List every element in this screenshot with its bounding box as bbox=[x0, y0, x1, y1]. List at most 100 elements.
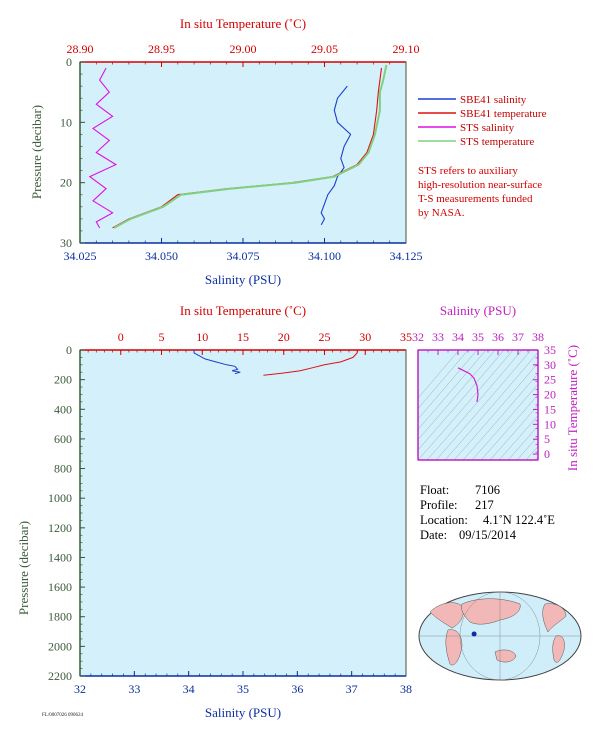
bottom-chart: In situ Temperature (˚C) Salinity (PSU) … bbox=[16, 303, 412, 720]
float-label: Float: bbox=[420, 483, 449, 497]
top-temp-axis-label: In situ Temperature (˚C) bbox=[180, 16, 306, 31]
bottom-plot-area bbox=[79, 349, 407, 677]
ts-contour-line bbox=[498, 415, 538, 460]
bottom-temp-tick-label: 10 bbox=[196, 330, 208, 344]
ts-contour-line bbox=[480, 394, 538, 460]
bottom-sal-tick-label: 32 bbox=[74, 682, 86, 696]
legend-sts-temperature: STS temperature bbox=[460, 136, 534, 148]
land-south-america bbox=[552, 635, 565, 663]
ts-series-line bbox=[457, 367, 479, 403]
note-line-1: STS refers to auxiliary bbox=[418, 165, 518, 177]
bottom-temp-tick-label: 5 bbox=[159, 330, 165, 344]
top-temp-tick-label: 29.10 bbox=[393, 42, 420, 56]
top-pressure-tick-label: 0 bbox=[66, 55, 72, 69]
location-label: Location: bbox=[420, 513, 468, 527]
ts-contour-line bbox=[525, 446, 538, 460]
top-sal-tick-label: 34.050 bbox=[145, 249, 178, 263]
bottom-series-salinity bbox=[193, 350, 241, 375]
bottom-pressure-tick-label: 1400 bbox=[48, 550, 72, 564]
bottom-pressure-tick-label: 2200 bbox=[48, 669, 72, 683]
ts-temp-tick-label: 10 bbox=[544, 417, 556, 431]
top-pressure-tick-label: 20 bbox=[60, 176, 72, 190]
top-series-sts-salinity bbox=[88, 67, 118, 229]
note-line-3: T-S measurements funded bbox=[418, 193, 533, 205]
bottom-series bbox=[193, 349, 359, 376]
ts-contour-line bbox=[462, 373, 538, 460]
ts-temp-tick-label: 35 bbox=[544, 343, 556, 357]
ts-sal-tick-label: 38 bbox=[532, 330, 544, 344]
map-graticule bbox=[419, 591, 581, 681]
top-temp-tick-label: 29.00 bbox=[230, 42, 257, 56]
sts-note: STS refers to auxiliary high-resolution … bbox=[418, 165, 542, 219]
bottom-pressure-axis-label: Pressure (decibar) bbox=[16, 521, 31, 615]
ts-temp-tick-label: 25 bbox=[544, 373, 556, 387]
bottom-temp-tick-label: 0 bbox=[118, 330, 124, 344]
ts-temp-tick-label: 20 bbox=[544, 388, 556, 402]
top-chart: In situ Temperature (˚C) Salinity (PSU) … bbox=[29, 16, 547, 287]
land-europe-africa-north bbox=[429, 602, 464, 629]
bottom-sal-tick-label: 38 bbox=[400, 682, 412, 696]
ts-contour-line bbox=[418, 350, 514, 460]
top-pressure-axis-label: Pressure (decibar) bbox=[29, 105, 44, 199]
float-location-marker bbox=[471, 631, 477, 637]
top-series bbox=[88, 64, 388, 229]
ts-contour-line bbox=[507, 425, 538, 460]
world-map bbox=[418, 591, 582, 681]
top-axis-ticks: 28.90 28.95 29.00 29.05 29.10 34.025 34.050 34.… bbox=[60, 42, 423, 263]
bottom-pressure-tick-label: 2000 bbox=[48, 639, 72, 653]
legend-sbe41-temperature: SBE41 temperature bbox=[460, 108, 547, 120]
bottom-salinity-axis-label: Salinity (PSU) bbox=[205, 705, 281, 720]
top-pressure-tick-label: 10 bbox=[60, 115, 72, 129]
bottom-temp-axis-label: In situ Temperature (˚C) bbox=[180, 303, 306, 318]
note-line-4: by NASA. bbox=[418, 207, 465, 219]
ts-contour-line bbox=[426, 350, 523, 460]
ts-contour-line bbox=[418, 350, 478, 420]
ts-sal-tick-label: 36 bbox=[492, 330, 504, 344]
ts-temp-tick-label: 5 bbox=[544, 432, 550, 446]
ts-temp-tick-label: 15 bbox=[544, 402, 556, 416]
ts-temp-tick-label: 0 bbox=[544, 447, 550, 461]
bottom-sal-tick-label: 35 bbox=[237, 682, 249, 696]
top-temp-tick-label: 29.05 bbox=[311, 42, 338, 56]
ts-series bbox=[457, 367, 479, 403]
bottom-pressure-tick-label: 1000 bbox=[48, 491, 72, 505]
ts-temp-axis-label: In situ Temperature (˚C) bbox=[565, 345, 580, 471]
top-salinity-axis-label: Salinity (PSU) bbox=[205, 272, 281, 287]
bottom-sal-tick-label: 36 bbox=[291, 682, 303, 696]
ts-sal-tick-label: 33 bbox=[432, 330, 444, 344]
bottom-pressure-tick-label: 1200 bbox=[48, 521, 72, 535]
date-label: Date: bbox=[420, 528, 447, 542]
bottom-sal-tick-label: 37 bbox=[346, 682, 358, 696]
float-value: 7106 bbox=[475, 483, 500, 497]
top-series-sts-temperature bbox=[113, 64, 388, 229]
ts-sal-tick-label: 35 bbox=[472, 330, 484, 344]
top-series-sbe41-salinity bbox=[320, 85, 352, 226]
bottom-temp-tick-label: 15 bbox=[237, 330, 249, 344]
footer-code: FL/0007026 090624 bbox=[42, 713, 83, 718]
top-temp-tick-label: 28.90 bbox=[67, 42, 94, 56]
top-pressure-tick-label: 30 bbox=[60, 236, 72, 250]
ts-contour-line bbox=[444, 352, 538, 460]
ts-contour-line bbox=[418, 350, 496, 440]
bottom-pressure-tick-label: 0 bbox=[66, 343, 72, 357]
bottom-temp-tick-label: 20 bbox=[278, 330, 290, 344]
legend-sts-salinity: STS salinity bbox=[460, 122, 515, 134]
bottom-axis-ticks: 0 5 10 15 20 25 30 35 32 33 34 35 36 37 38 0 200 400 600 80… bbox=[48, 330, 412, 696]
land-north-america bbox=[542, 603, 567, 633]
ts-contour-line bbox=[516, 435, 538, 460]
top-temp-tick-label: 28.95 bbox=[148, 42, 175, 56]
date-value: 09/15/2014 bbox=[459, 528, 517, 542]
location-value: 4.1˚N 122.4˚E bbox=[483, 513, 555, 527]
ts-contour-line bbox=[418, 350, 487, 430]
bottom-temp-tick-label: 30 bbox=[359, 330, 371, 344]
land-africa bbox=[445, 629, 463, 666]
bottom-pressure-tick-label: 600 bbox=[54, 432, 72, 446]
land-australia bbox=[494, 649, 517, 663]
ts-contour-line bbox=[471, 383, 538, 460]
ts-density-contours bbox=[418, 350, 538, 460]
map-land bbox=[429, 598, 567, 666]
bottom-sal-tick-label: 34 bbox=[183, 682, 195, 696]
note-line-2: high-resolution near-surface bbox=[418, 179, 542, 191]
legend-sbe41-salinity: SBE41 salinity bbox=[460, 94, 527, 106]
